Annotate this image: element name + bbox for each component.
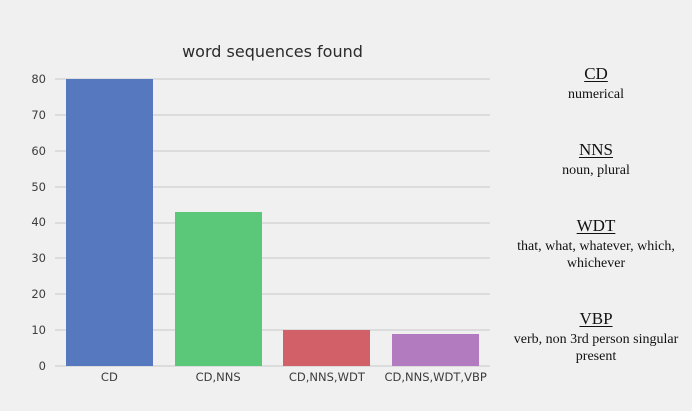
y-tick-label-40: 40 [31,215,46,230]
legend-entry-NNS: NNS noun, plural [500,140,692,179]
x-tick-label-CD,NNS,WDT,VBP: CD,NNS,WDT,VBP [384,370,487,384]
bar-CD,NNS [174,211,262,366]
legend-term: VBP [579,309,613,329]
x-tick-label-CD,NNS: CD,NNS [195,370,241,384]
x-tick-label-CD,NNS,WDT: CD,NNS,WDT [288,370,365,384]
legend-definition: that, what, whatever, which, whichever [517,239,675,272]
gridline-y-20 [55,293,490,296]
y-tick-label-60: 60 [31,143,46,158]
gridline-y-70 [55,113,490,116]
y-tick-label-30: 30 [31,251,46,266]
y-tick-label-80: 80 [31,71,46,86]
x-tick-label-CD: CD [100,370,118,384]
legend-entry-CD: CD numerical [500,64,692,103]
y-tick-label-50: 50 [31,179,46,194]
gridline-y-10 [55,329,490,332]
legend-entry-VBP: VBP verb, non 3rd person singular present [500,309,692,365]
chart-title: word sequences found [182,42,363,61]
legend-definition: verb, non 3rd person singular present [513,332,679,365]
y-tick-label-10: 10 [31,323,46,338]
legend-entry-WDT: WDT that, what, whatever, which, whicheve… [500,216,692,272]
bar-CD [65,78,153,366]
legend-term: WDT [576,216,616,236]
plot-area [55,70,490,367]
bar-CD,NNS,WDT,VBP [392,333,480,366]
y-tick-label-0: 0 [38,359,46,373]
legend-term: CD [584,64,608,83]
legend-definition: numerical [568,87,624,102]
y-tick-label-20: 20 [31,287,46,302]
pos-tag-glossary: CD numerical NNS noun, plural WDT that, what,… [500,64,692,365]
bar-CD,NNS,WDT [283,330,371,366]
y-tick-label-70: 70 [31,107,46,122]
gridline-y-60 [55,149,490,152]
gridline-y-40 [55,221,490,224]
legend-term: NNS [578,140,613,160]
gridline-y-80 [55,77,490,80]
legend-definition: noun, plural [562,163,630,179]
gridline-y-50 [55,185,490,188]
gridline-y-0 [55,365,490,367]
gridline-y-30 [55,257,490,260]
